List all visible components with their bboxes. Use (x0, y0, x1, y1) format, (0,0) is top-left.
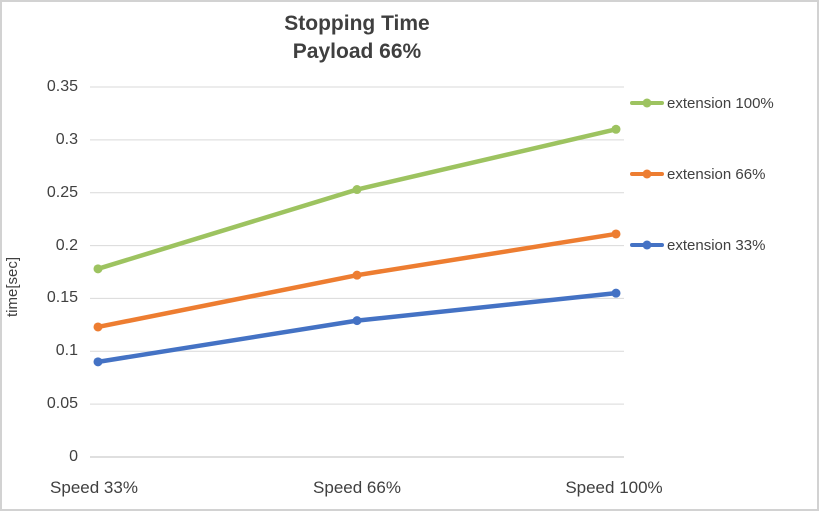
data-point-extension-33- (352, 316, 362, 326)
legend-item-extension-100: extension 100% (630, 92, 774, 114)
x-tick-label: Speed 100% (565, 478, 663, 497)
legend-item-extension-66: extension 66% (630, 163, 774, 185)
data-point-extension-33- (611, 288, 621, 298)
data-point-extension-100- (352, 185, 362, 195)
y-tick-label: 0.15 (46, 289, 78, 306)
data-point-extension-66- (611, 229, 621, 239)
legend-line-marker-icon (630, 240, 664, 250)
y-tick-label: 0.2 (55, 237, 78, 254)
chart-title: Stopping Time (284, 12, 430, 35)
legend-dot-marker-icon (642, 169, 652, 179)
y-tick-label: 0 (69, 448, 78, 465)
y-tick-label: 0.25 (46, 184, 78, 201)
legend-label: extension 33% (667, 236, 766, 254)
series-line-extension-66- (95, 231, 619, 330)
legend-item-extension-33: extension 33% (630, 234, 774, 256)
legend-line-marker-icon (630, 98, 664, 108)
legend-dot-marker-icon (642, 240, 652, 250)
legend: extension 100% extension 66% extension 3… (630, 92, 774, 256)
chart-subtitle: Payload 66% (292, 40, 422, 63)
data-point-extension-66- (93, 322, 103, 332)
legend-label: extension 100% (667, 94, 774, 112)
legend-line-marker-icon (630, 169, 664, 179)
data-point-extension-66- (352, 270, 362, 280)
y-tick-label: 0.3 (55, 131, 78, 148)
data-point-extension-33- (93, 357, 103, 367)
legend-label: extension 66% (667, 165, 766, 183)
chart-title-block: Stopping Time Payload 66% (90, 10, 624, 66)
y-tick-label: 0.35 (46, 78, 78, 95)
y-tick-label: 0.1 (55, 342, 78, 359)
data-point-extension-100- (93, 264, 103, 274)
data-point-extension-100- (611, 124, 621, 134)
y-tick-label: 0.05 (46, 395, 78, 412)
x-tick-label: Speed 66% (313, 478, 401, 497)
legend-dot-marker-icon (642, 98, 652, 108)
x-tick-label: Speed 33% (50, 478, 138, 497)
